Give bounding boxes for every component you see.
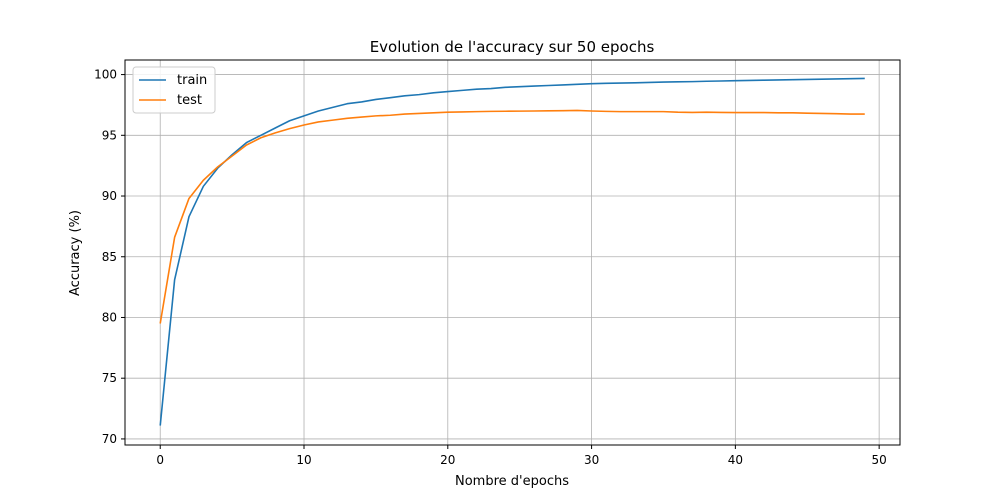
x-tick-label: 30 bbox=[584, 453, 599, 467]
legend-box bbox=[132, 66, 216, 114]
series-line-test bbox=[159, 109, 865, 324]
y-tick-label: 85 bbox=[102, 250, 117, 264]
x-axis-label: Nombre d'epochs bbox=[455, 474, 569, 489]
grid bbox=[125, 60, 900, 445]
x-tick-label: 20 bbox=[440, 453, 455, 467]
y-tick-label: 95 bbox=[102, 128, 117, 142]
legend-label-train: train bbox=[177, 73, 207, 88]
x-tick-label: 40 bbox=[728, 453, 743, 467]
x-tick-label: 50 bbox=[872, 453, 887, 467]
series-line-train bbox=[159, 77, 865, 426]
y-axis-label: Accuracy (%) bbox=[68, 210, 83, 296]
legend: train test bbox=[132, 66, 216, 114]
plot-area-frame bbox=[124, 59, 901, 446]
y-tick-label: 90 bbox=[102, 189, 117, 203]
x-tick-label: 0 bbox=[156, 453, 164, 467]
axis-ticks: 0 10 20 30 40 50 70 75 80 85 90 95 100 bbox=[94, 68, 887, 467]
y-tick-label: 100 bbox=[94, 68, 117, 82]
series-lines bbox=[159, 77, 865, 426]
y-tick-label: 75 bbox=[102, 371, 117, 385]
x-tick-label: 10 bbox=[296, 453, 311, 467]
y-tick-label: 80 bbox=[102, 310, 117, 324]
y-tick-label: 70 bbox=[102, 432, 117, 446]
legend-label-test: test bbox=[177, 93, 202, 108]
chart-title: Evolution de l'accuracy sur 50 epochs bbox=[370, 38, 655, 56]
